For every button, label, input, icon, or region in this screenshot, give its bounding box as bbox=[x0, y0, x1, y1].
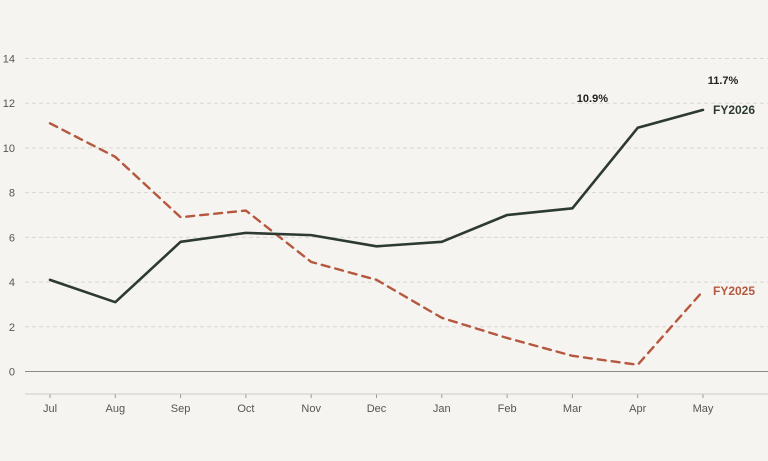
x-tick-label: Aug bbox=[106, 403, 126, 415]
x-tick-label: Nov bbox=[301, 403, 321, 415]
series-label-fy2025: FY2025 bbox=[713, 284, 755, 298]
y-axis-ticks: 0 2 4 6 8 10 12 14 bbox=[3, 54, 15, 379]
y-tick-label: 6 bbox=[9, 232, 15, 244]
data-labels: FY2025 FY2026 10.9% 11.7% bbox=[577, 75, 756, 298]
x-tick-label: Mar bbox=[563, 403, 582, 415]
data-label: 10.9% bbox=[577, 93, 608, 105]
y-tick-label: 2 bbox=[9, 322, 15, 334]
x-tick-label: Jul bbox=[43, 403, 57, 415]
x-tick-label: May bbox=[693, 403, 714, 415]
series-lines bbox=[48, 108, 705, 366]
x-tick-label: Oct bbox=[237, 403, 254, 415]
y-tick-label: 12 bbox=[3, 98, 15, 110]
gridlines bbox=[25, 58, 768, 372]
series-label-fy2026: FY2026 bbox=[713, 103, 755, 117]
y-tick-label: 8 bbox=[9, 188, 15, 200]
x-tick-label: Jan bbox=[433, 403, 451, 415]
series-line-fy2025 bbox=[48, 122, 705, 366]
y-tick-label: 14 bbox=[3, 54, 15, 66]
y-tick-label: 0 bbox=[9, 367, 15, 379]
y-tick-label: 4 bbox=[9, 277, 15, 289]
x-tick-label: Apr bbox=[629, 403, 646, 415]
x-tick-label: Dec bbox=[367, 403, 387, 415]
data-label: 11.7% bbox=[708, 75, 739, 87]
y-tick-label: 10 bbox=[3, 143, 15, 155]
series-line-fy2026 bbox=[48, 108, 705, 304]
x-tick-label: Sep bbox=[171, 403, 191, 415]
x-axis-ticks: Jul Aug Sep Oct Nov Dec Jan Feb Mar Apr May bbox=[25, 393, 768, 415]
x-tick-label: Feb bbox=[498, 403, 517, 415]
